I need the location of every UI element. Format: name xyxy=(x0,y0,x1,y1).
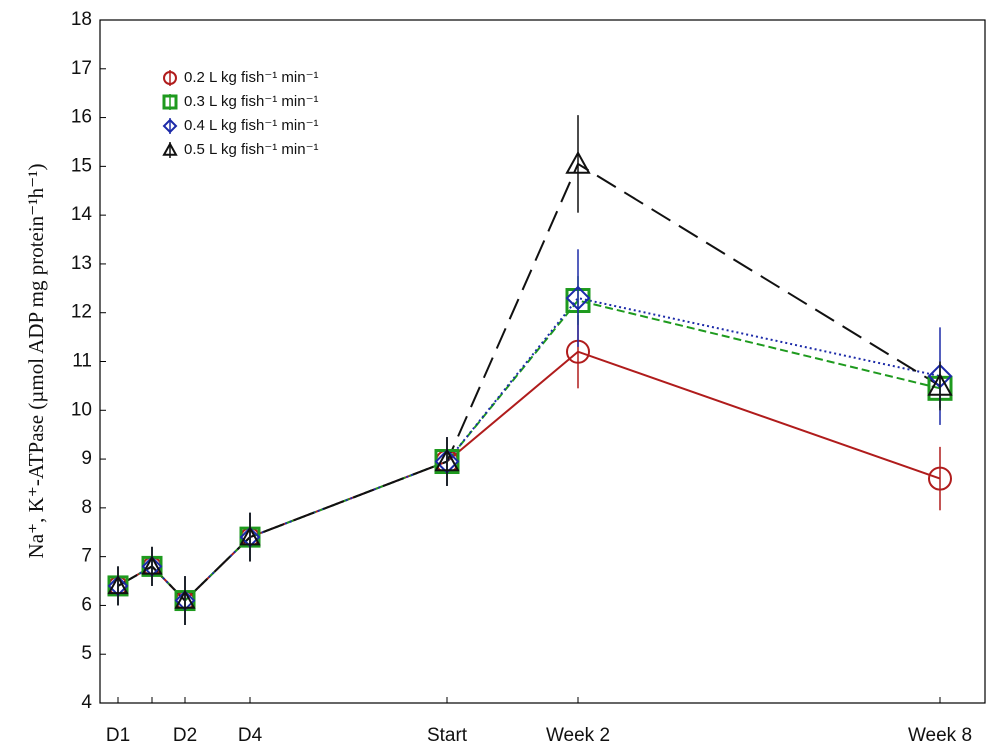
x-tick-label: Week 2 xyxy=(546,725,610,746)
y-tick-label: 8 xyxy=(81,497,92,518)
marker xyxy=(565,150,591,174)
marker xyxy=(239,526,261,546)
series-line xyxy=(117,299,941,602)
x-tick-label: D4 xyxy=(238,725,263,746)
marker xyxy=(565,285,591,311)
y-tick-label: 7 xyxy=(81,546,92,567)
y-tick-label: 11 xyxy=(72,351,92,372)
y-tick-label: 13 xyxy=(71,253,92,274)
x-tick-label: Start xyxy=(427,725,468,746)
y-tick-label: 10 xyxy=(71,399,92,420)
y-tick-label: 9 xyxy=(81,448,92,469)
marker xyxy=(927,372,953,396)
series-line xyxy=(117,296,941,602)
series-line xyxy=(117,350,941,602)
marker xyxy=(107,574,129,595)
y-tick-label: 14 xyxy=(71,204,93,225)
x-tick-label: D2 xyxy=(173,725,197,746)
legend-label: 0.4 L kg fish⁻¹ min⁻¹ xyxy=(184,117,319,134)
marker xyxy=(434,448,460,472)
x-tick-label: D1 xyxy=(106,725,130,746)
y-tick-label: 12 xyxy=(71,302,92,323)
marker xyxy=(141,555,163,575)
marker xyxy=(174,589,196,609)
legend-label: 0.2 L kg fish⁻¹ min⁻¹ xyxy=(184,69,319,86)
y-tick-label: 4 xyxy=(81,692,92,713)
x-tick-label: Week 8 xyxy=(908,725,972,746)
y-tick-label: 6 xyxy=(81,594,92,615)
legend-label: 0.3 L kg fish⁻¹ min⁻¹ xyxy=(184,93,319,110)
y-axis-label: Na⁺, K⁺-ATPase (µmol ADP mg protein⁻¹h⁻¹… xyxy=(24,164,48,559)
y-tick-label: 16 xyxy=(71,107,92,128)
legend-label: 0.5 L kg fish⁻¹ min⁻¹ xyxy=(184,141,319,158)
y-tick-label: 15 xyxy=(71,155,92,176)
y-tick-label: 18 xyxy=(71,9,92,30)
marker xyxy=(928,466,952,491)
y-tick-label: 17 xyxy=(71,58,92,79)
y-tick-label: 5 xyxy=(81,643,92,664)
